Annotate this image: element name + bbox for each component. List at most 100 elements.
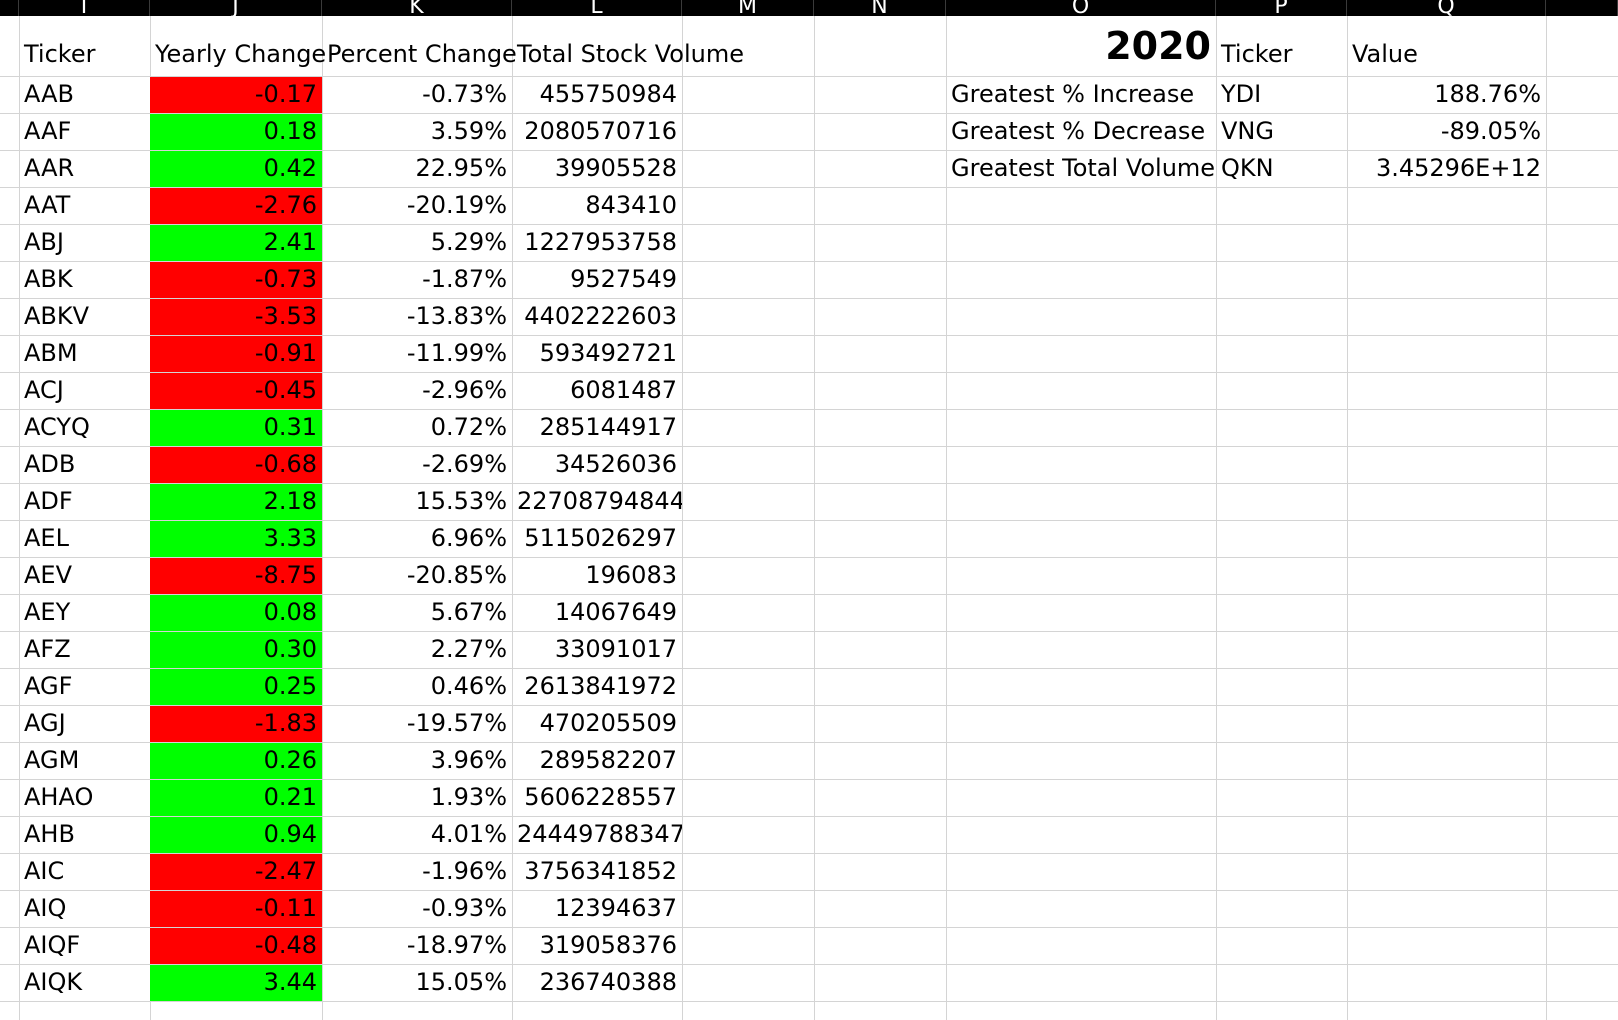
yearly-change-cell[interactable]: 0.30 [150, 632, 322, 668]
ticker-cell[interactable]: AIC [24, 857, 65, 885]
percent-change-cell[interactable]: -20.19% [406, 191, 507, 219]
yearly-change-cell[interactable]: 0.42 [150, 151, 322, 187]
ticker-cell[interactable]: ADB [24, 450, 76, 478]
ticker-cell[interactable]: AAT [24, 191, 71, 219]
ticker-cell[interactable]: ADF [24, 487, 73, 515]
summary-header-value[interactable]: Value [1352, 40, 1418, 68]
ticker-cell[interactable]: ACJ [24, 376, 64, 404]
yearly-change-cell[interactable]: 3.44 [150, 965, 322, 1001]
percent-change-cell[interactable]: -1.87% [422, 265, 507, 293]
percent-change-cell[interactable]: 3.96% [430, 746, 507, 774]
total-volume-cell[interactable]: 5115026297 [524, 524, 677, 552]
percent-change-cell[interactable]: 5.29% [430, 228, 507, 256]
ticker-cell[interactable]: AIQ [24, 894, 67, 922]
total-volume-cell[interactable]: 196083 [585, 561, 677, 589]
column-header-i[interactable]: I [19, 0, 150, 16]
percent-change-cell[interactable]: -13.83% [406, 302, 507, 330]
summary-value-cell[interactable]: 3.45296E+12 [1375, 154, 1541, 182]
yearly-change-cell[interactable]: 0.94 [150, 817, 322, 853]
ticker-cell[interactable]: AHAO [24, 783, 94, 811]
ticker-cell[interactable]: AAF [24, 117, 72, 145]
percent-change-cell[interactable]: 0.72% [430, 413, 507, 441]
percent-change-cell[interactable]: -0.73% [422, 80, 507, 108]
percent-change-cell[interactable]: -0.93% [422, 894, 507, 922]
ticker-cell[interactable]: ABK [24, 265, 73, 293]
percent-change-cell[interactable]: -19.57% [406, 709, 507, 737]
column-header-p[interactable]: P [1216, 0, 1347, 16]
ticker-cell[interactable]: AGF [24, 672, 73, 700]
yearly-change-cell[interactable]: 0.08 [150, 595, 322, 631]
percent-change-cell[interactable]: 0.46% [430, 672, 507, 700]
header-total-stock-volume[interactable]: Total Stock Volume [517, 40, 744, 68]
yearly-change-cell[interactable]: -0.48 [150, 928, 322, 964]
percent-change-cell[interactable]: 15.05% [415, 968, 507, 996]
yearly-change-cell[interactable]: 0.31 [150, 410, 322, 446]
year-label[interactable]: 2020 [1105, 24, 1211, 68]
header-yearly-change[interactable]: Yearly Change [155, 40, 327, 68]
percent-change-cell[interactable]: -2.69% [422, 450, 507, 478]
yearly-change-cell[interactable]: -0.68 [150, 447, 322, 483]
ticker-cell[interactable]: ACYQ [24, 413, 90, 441]
percent-change-cell[interactable]: 15.53% [415, 487, 507, 515]
column-header-m[interactable]: M [682, 0, 814, 16]
yearly-change-cell[interactable]: 0.26 [150, 743, 322, 779]
yearly-change-cell[interactable]: -0.73 [150, 262, 322, 298]
yearly-change-cell[interactable]: 0.21 [150, 780, 322, 816]
summary-value-cell[interactable]: 188.76% [1434, 80, 1541, 108]
total-volume-cell[interactable]: 5606228557 [524, 783, 677, 811]
yearly-change-cell[interactable]: -8.75 [150, 558, 322, 594]
ticker-cell[interactable]: AGJ [24, 709, 66, 737]
total-volume-cell[interactable]: 2080570716 [524, 117, 677, 145]
summary-label-cell[interactable]: Greatest Total Volume [951, 154, 1216, 182]
yearly-change-cell[interactable]: -3.53 [150, 299, 322, 335]
total-volume-cell[interactable]: 22708794844 [517, 487, 682, 515]
ticker-cell[interactable]: AHB [24, 820, 75, 848]
total-volume-cell[interactable]: 843410 [585, 191, 677, 219]
total-volume-cell[interactable]: 9527549 [570, 265, 677, 293]
ticker-cell[interactable]: AIQK [24, 968, 83, 996]
yearly-change-cell[interactable]: 3.33 [150, 521, 322, 557]
yearly-change-cell[interactable]: -2.76 [150, 188, 322, 224]
ticker-cell[interactable]: AIQF [24, 931, 81, 959]
ticker-cell[interactable]: ABJ [24, 228, 64, 256]
total-volume-cell[interactable]: 236740388 [539, 968, 677, 996]
ticker-cell[interactable]: AEV [24, 561, 72, 589]
total-volume-cell[interactable]: 455750984 [539, 80, 677, 108]
percent-change-cell[interactable]: -1.96% [422, 857, 507, 885]
column-header-o[interactable]: O [946, 0, 1216, 16]
summary-ticker-cell[interactable]: YDI [1221, 80, 1262, 108]
summary-label-cell[interactable]: Greatest % Increase [951, 80, 1195, 108]
ticker-cell[interactable]: AGM [24, 746, 80, 774]
total-volume-cell[interactable]: 34526036 [554, 450, 677, 478]
percent-change-cell[interactable]: -11.99% [406, 339, 507, 367]
yearly-change-cell[interactable]: -0.45 [150, 373, 322, 409]
yearly-change-cell[interactable]: -2.47 [150, 854, 322, 890]
summary-label-cell[interactable]: Greatest % Decrease [951, 117, 1206, 145]
ticker-cell[interactable]: AEY [24, 598, 71, 626]
summary-ticker-cell[interactable]: VNG [1221, 117, 1274, 145]
percent-change-cell[interactable]: 3.59% [430, 117, 507, 145]
percent-change-cell[interactable]: 6.96% [430, 524, 507, 552]
ticker-cell[interactable]: AFZ [24, 635, 71, 663]
column-header-k[interactable]: K [322, 0, 512, 16]
percent-change-cell[interactable]: -20.85% [406, 561, 507, 589]
yearly-change-cell[interactable]: 2.41 [150, 225, 322, 261]
total-volume-cell[interactable]: 1227953758 [524, 228, 677, 256]
summary-header-ticker[interactable]: Ticker [1221, 40, 1293, 68]
ticker-cell[interactable]: AAB [24, 80, 74, 108]
column-header-blank[interactable] [0, 0, 19, 16]
column-header-r[interactable] [1546, 0, 1618, 16]
column-header-n[interactable]: N [814, 0, 946, 16]
ticker-cell[interactable]: AAR [24, 154, 75, 182]
summary-value-cell[interactable]: -89.05% [1440, 117, 1541, 145]
ticker-cell[interactable]: ABKV [24, 302, 90, 330]
header-percent-change[interactable]: Percent Change [327, 40, 517, 68]
yearly-change-cell[interactable]: -0.91 [150, 336, 322, 372]
total-volume-cell[interactable]: 289582207 [539, 746, 677, 774]
total-volume-cell[interactable]: 14067649 [554, 598, 677, 626]
ticker-cell[interactable]: ABM [24, 339, 78, 367]
total-volume-cell[interactable]: 593492721 [539, 339, 677, 367]
percent-change-cell[interactable]: 22.95% [415, 154, 507, 182]
column-header-q[interactable]: Q [1347, 0, 1546, 16]
total-volume-cell[interactable]: 12394637 [554, 894, 677, 922]
